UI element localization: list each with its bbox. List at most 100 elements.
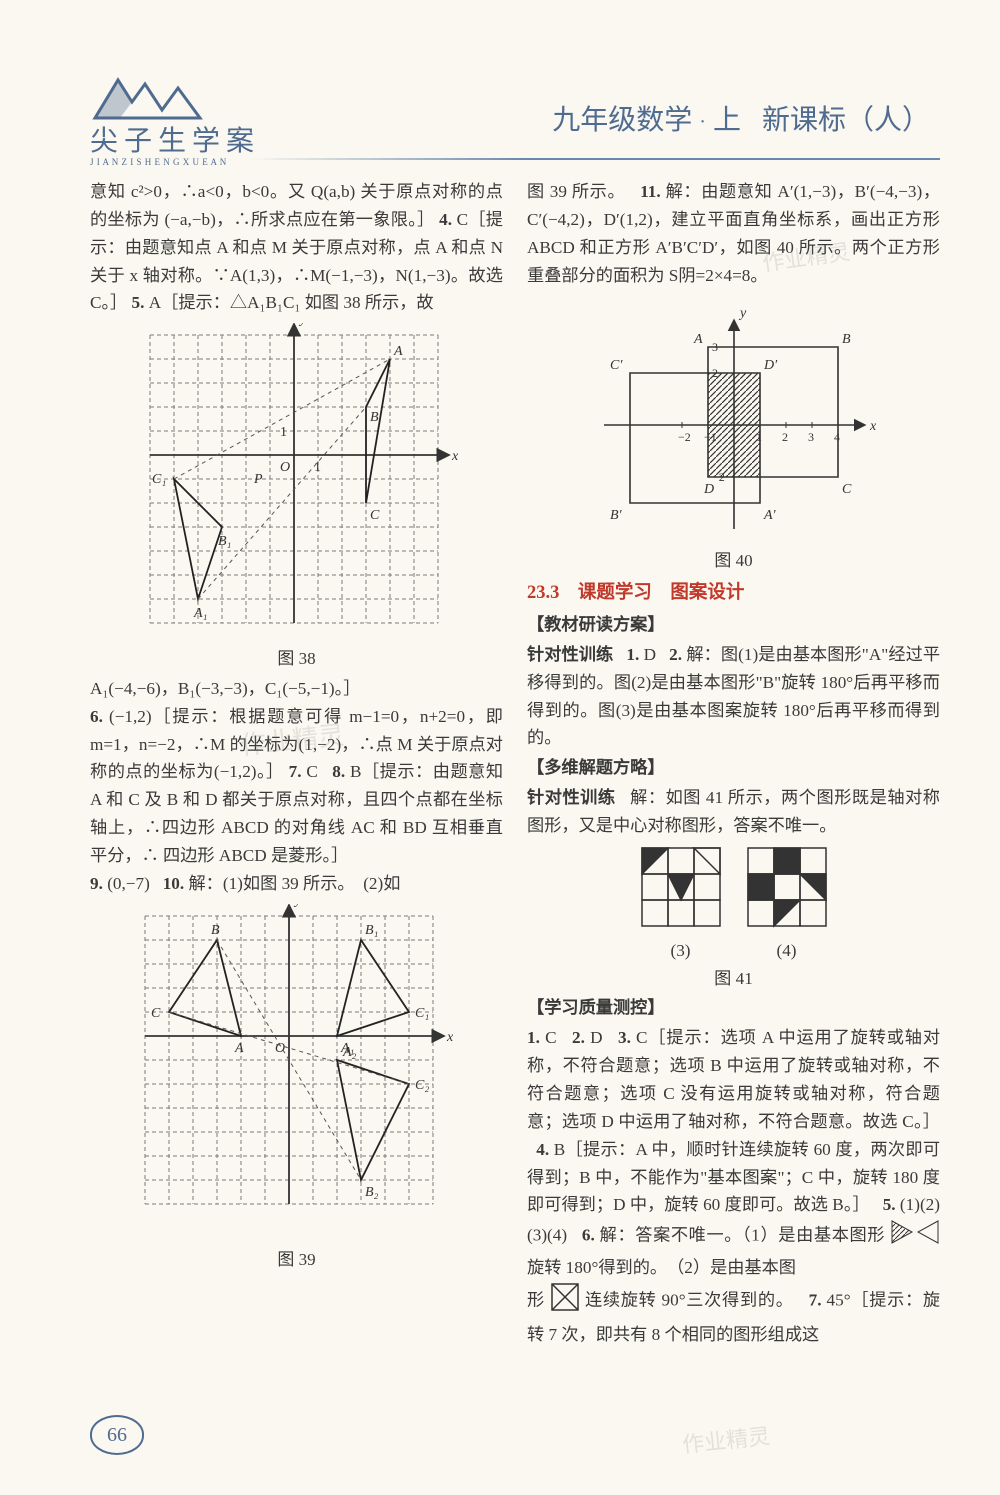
figure-41: (3) (4) — [527, 846, 940, 965]
svg-text:2: 2 — [782, 430, 788, 444]
svg-text:y: y — [738, 306, 747, 321]
svg-text:3: 3 — [808, 430, 814, 444]
pattern-3-label: (3) — [640, 937, 722, 965]
svg-text:B: B — [370, 410, 379, 425]
title-dot: · — [699, 111, 706, 133]
svg-text:D: D — [703, 482, 714, 497]
page-header: 尖子生学案 J I A N Z I S H E N G X U E A N 九年… — [90, 60, 940, 170]
sub1-q1-ans: D — [644, 645, 656, 664]
sub3-q1-ans: C — [545, 1028, 556, 1047]
figure-40-svg: xy−2−1123423−2ABCDA′B′C′D′ — [584, 295, 884, 545]
figure-39-svg: xyOABCA₁B₁C₁A₂B₂C₂ — [127, 904, 467, 1244]
title-volume: 上 — [713, 105, 741, 136]
pattern-4: (4) — [746, 846, 828, 965]
svg-text:y: y — [298, 323, 307, 327]
sub2-title: 【多维解题方略】 — [527, 754, 940, 782]
sub3-q6: 6. — [582, 1226, 595, 1245]
svg-text:B′: B′ — [610, 508, 623, 523]
pattern-3-svg — [640, 846, 722, 928]
svg-text:C₁: C₁ — [415, 1006, 429, 1021]
svg-text:A: A — [234, 1041, 244, 1056]
svg-text:C: C — [842, 482, 852, 497]
left-column: 意知 c²>0，∴a<0，b<0。又 Q(a,b) 关于原点对称的点的坐标为 (… — [90, 178, 503, 1349]
svg-text:B: B — [842, 332, 851, 347]
watermark-3: 作业精灵 — [681, 1418, 772, 1459]
svg-text:A: A — [693, 332, 703, 347]
q5-ans: A［提示：△A₁B₁C₁ 如图 38 所示，故 — [149, 293, 434, 312]
svg-text:C: C — [151, 1006, 161, 1021]
header-rule — [250, 158, 940, 160]
pattern-4-label: (4) — [746, 937, 828, 965]
svg-text:1: 1 — [756, 430, 762, 444]
svg-text:O: O — [280, 460, 290, 475]
sub3-q6-ans-c: 形 — [527, 1290, 545, 1309]
q10-ans: 解：(1)如图 39 所示。 (2)如 — [188, 874, 400, 893]
pattern-4-svg — [746, 846, 828, 928]
svg-text:−1: −1 — [704, 430, 717, 444]
sub3-q1: 1. — [527, 1028, 540, 1047]
svg-text:3: 3 — [712, 340, 718, 354]
q6-num: 6. — [90, 707, 103, 726]
sub3-q6-ans-b: 旋转 180°得到的。 （2）是由基本图 — [527, 1258, 796, 1277]
svg-text:1: 1 — [280, 425, 287, 440]
svg-text:1: 1 — [314, 460, 321, 475]
text: 图 39 所示。 — [527, 182, 625, 201]
svg-text:A₁: A₁ — [193, 606, 207, 621]
sub3-q3: 3. — [618, 1028, 631, 1047]
page-title: 九年级数学 · 上 新课标（人） — [552, 98, 930, 138]
sub3-q3-ans: C［提示：选项 A 中运用了旋转或轴对称，不符合题意；选项 B 中运用了旋转或轴… — [527, 1028, 940, 1131]
q9-ans: (0,−7) — [107, 874, 150, 893]
sub3-q4: 4. — [536, 1140, 549, 1159]
logo-text: 尖子生学案 — [90, 119, 290, 159]
sub3-q2-ans: D — [590, 1028, 602, 1047]
section-23-3-title: 23.3 课题学习 图案设计 — [527, 579, 940, 609]
title-subject: 九年级数学 — [552, 105, 692, 136]
figure-40-caption: 图 40 — [527, 547, 940, 575]
svg-text:2: 2 — [712, 366, 718, 380]
q7-num: 7. — [289, 762, 302, 781]
svg-text:C: C — [370, 508, 380, 523]
sub3-q2: 2. — [572, 1028, 585, 1047]
logo-block: 尖子生学案 J I A N Z I S H E N G X U E A N — [90, 70, 290, 167]
svg-text:B₂: B₂ — [365, 1185, 379, 1200]
figure-39-caption: 图 39 — [90, 1246, 503, 1274]
q4-num: 4. — [439, 210, 452, 229]
svg-text:A′: A′ — [763, 508, 777, 523]
svg-text:x: x — [869, 419, 877, 434]
sub3-q7: 7. — [809, 1290, 822, 1309]
content-columns: 意知 c²>0，∴a<0，b<0。又 Q(a,b) 关于原点对称的点的坐标为 (… — [90, 178, 940, 1349]
right-column: 图 39 所示。 11. 解：由题意知 A′(1,−3)，B′(−4,−3)，C… — [527, 178, 940, 1349]
sub1-q1: 1. — [626, 645, 639, 664]
svg-text:O: O — [275, 1041, 285, 1056]
q5-num: 5. — [132, 293, 145, 312]
svg-text:D′: D′ — [763, 358, 778, 373]
page-number: 66 — [90, 1415, 144, 1455]
svg-text:A: A — [393, 344, 403, 359]
q9-num: 9. — [90, 874, 103, 893]
sub3-q6-ans-d: 连续旋转 90°三次得到的。 — [585, 1290, 794, 1309]
svg-text:−2: −2 — [678, 430, 691, 444]
figure-38-svg: xyO11ABCC₁B₁A₁P — [132, 323, 462, 643]
title-edition: 新课标（人） — [762, 105, 930, 136]
q8-num: 8. — [332, 762, 345, 781]
sub3-q4-ans: B［提示：A 中，顺时针连续旋转 60 度，两次即可得到；B 中，不能作为"基本… — [527, 1140, 940, 1215]
figure-41-caption: 图 41 — [527, 965, 940, 993]
xmark-icon — [550, 1282, 580, 1321]
figure-38-caption: 图 38 — [90, 645, 503, 673]
bowtie-icon — [890, 1219, 940, 1254]
q10-num: 10. — [163, 874, 184, 893]
sub3-q5: 5. — [883, 1195, 896, 1214]
sub3-q6-ans-a: 解：答案不唯一。（1）是由基本图形 — [600, 1226, 885, 1245]
figure-40: xy−2−1123423−2ABCDA′B′C′D′ 图 40 — [527, 295, 940, 575]
svg-text:C′: C′ — [610, 358, 623, 373]
figure-38: xyO11ABCC₁B₁A₁P 图 38 — [90, 323, 503, 673]
text: A₁(−4,−6)，B₁(−3,−3)，C₁(−5,−1)。］ — [90, 679, 360, 698]
sub1-label: 针对性训练 — [527, 645, 613, 664]
pattern-3: (3) — [640, 846, 722, 965]
svg-text:x: x — [446, 1030, 454, 1045]
sub1-title: 【教材研读方案】 — [527, 611, 940, 639]
figure-39: xyOABCA₁B₁C₁A₂B₂C₂ 图 39 — [90, 904, 503, 1274]
page-number-value: 66 — [90, 1415, 144, 1455]
q11-num: 11. — [640, 182, 661, 201]
svg-text:y: y — [293, 904, 302, 908]
